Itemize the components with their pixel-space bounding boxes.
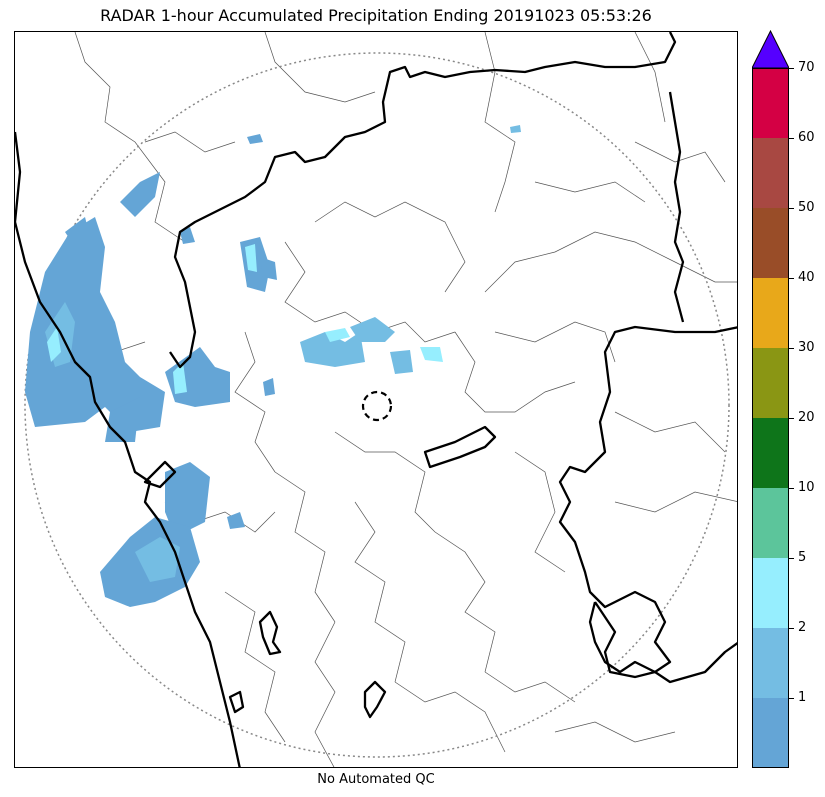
colorbar-extend-arrow [752, 30, 789, 69]
colorbar-tick-label: 60 [798, 130, 815, 145]
colorbar-tick [789, 628, 794, 629]
colorbar-tick-label: 30 [798, 340, 815, 355]
colorbar-tick-label: 70 [798, 60, 815, 75]
colorbar-segment [752, 628, 789, 698]
colorbar-tick [789, 278, 794, 279]
precipitation-areas [25, 125, 521, 607]
district-boundaries [54, 32, 737, 767]
colorbar-segment [752, 138, 789, 208]
colorbar-tick [789, 348, 794, 349]
colorbar-tick [789, 418, 794, 419]
colorbar-segment [752, 68, 789, 138]
colorbar-tick [789, 138, 794, 139]
radar-site-marker [361, 390, 393, 422]
colorbar-tick-label: 10 [798, 480, 815, 495]
colorbar-tick [789, 208, 794, 209]
qc-status-note: No Automated QC [317, 772, 435, 787]
precipitation-colorbar [752, 68, 789, 768]
colorbar-frame [752, 68, 789, 768]
colorbar-segment [752, 208, 789, 278]
colorbar-tick [789, 488, 794, 489]
colorbar-tick [789, 68, 794, 69]
map-title: RADAR 1-hour Accumulated Precipitation E… [100, 6, 652, 25]
colorbar-segment [752, 348, 789, 418]
colorbar-segment [752, 418, 789, 488]
colorbar-segment [752, 558, 789, 628]
colorbar-tick-label: 40 [798, 270, 815, 285]
colorbar-tick-label: 5 [798, 550, 807, 565]
colorbar-tick-label: 20 [798, 410, 815, 425]
radar-map-canvas [15, 32, 737, 767]
colorbar-tick [789, 698, 794, 699]
state-boundaries [15, 32, 737, 767]
colorbar-tick [789, 558, 794, 559]
colorbar-tick-label: 1 [798, 690, 807, 705]
colorbar-tick-label: 2 [798, 620, 807, 635]
colorbar-segment [752, 698, 789, 768]
radar-map[interactable] [14, 31, 738, 768]
radar-range-ring [24, 52, 730, 758]
colorbar-tick-label: 50 [798, 200, 815, 215]
colorbar-segment [752, 488, 789, 558]
colorbar-segment [752, 278, 789, 348]
